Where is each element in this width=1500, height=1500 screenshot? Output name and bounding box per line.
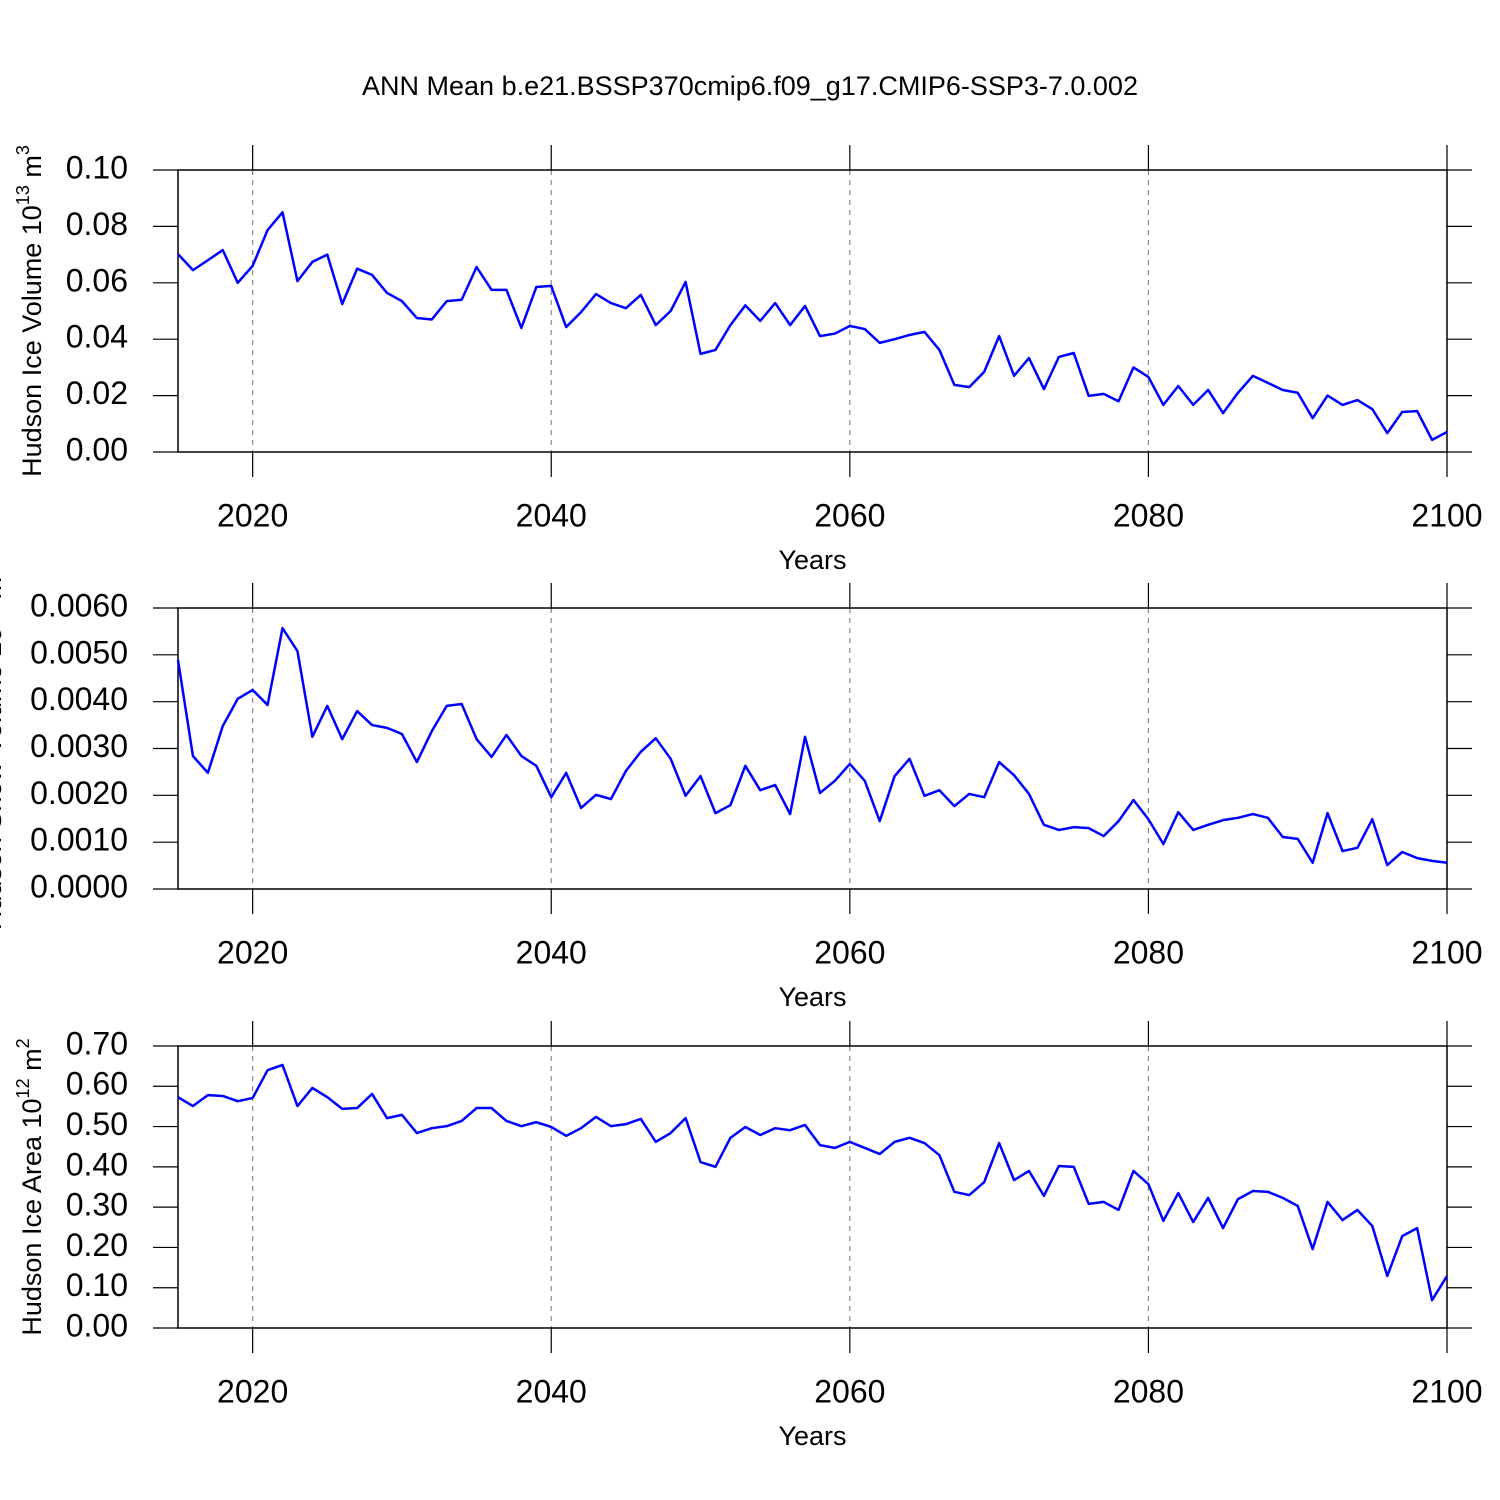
y-tick-label: 0.0030 (30, 728, 128, 764)
y-tick-label: 0.04 (66, 319, 128, 355)
x-tick-label: 2040 (516, 934, 587, 970)
y-tick-label: 0.70 (66, 1025, 128, 1061)
x-tick-label: 2100 (1411, 497, 1482, 533)
y-tick-label: 0.60 (66, 1066, 128, 1102)
plot-frame (177, 1045, 1448, 1329)
y-axis-label: Hudson Ice Volume 1013 m3 (13, 145, 47, 477)
data-line (177, 211, 1448, 442)
y-tick-label: 0.00 (66, 1307, 128, 1343)
x-tick-label: 2020 (217, 1373, 288, 1409)
figure-title: ANN Mean b.e21.BSSP370cmip6.f09_g17.CMIP… (362, 71, 1138, 101)
data-line (176, 626, 1448, 867)
y-axis-label-part: Hudson Snow Volume 10 (0, 627, 7, 930)
x-tick-label: 2060 (814, 497, 885, 533)
x-tick-label: 2020 (217, 497, 288, 533)
y-axis-label-part: 12 (13, 1078, 33, 1098)
x-tick-label: 2040 (516, 497, 587, 533)
y-tick-label: 0.00 (66, 431, 128, 467)
x-tick-label: 2100 (1411, 1373, 1482, 1409)
y-tick-label: 0.10 (66, 1267, 128, 1303)
x-tick-label: 2060 (814, 1373, 885, 1409)
y-axis-label-part: 2 (13, 1038, 33, 1048)
y-tick-label: 0.50 (66, 1106, 128, 1142)
y-tick-label: 0.30 (66, 1187, 128, 1223)
y-tick-label: 0.20 (66, 1227, 128, 1263)
x-axis-label: Years (778, 1421, 846, 1451)
y-tick-label: 0.0040 (30, 681, 128, 717)
y-tick-label: 0.02 (66, 375, 128, 411)
plot-frame (177, 169, 1448, 453)
y-tick-label: 0.08 (66, 206, 128, 242)
y-axis-label-part: m (17, 155, 47, 185)
y-axis-label-part: 13 (13, 185, 33, 205)
y-tick-label: 0.0010 (30, 822, 128, 858)
y-axis-label-part: m (17, 1048, 47, 1078)
x-tick-label: 2080 (1113, 1373, 1184, 1409)
y-tick-label: 0.06 (66, 262, 128, 298)
x-tick-label: 2040 (516, 1373, 587, 1409)
x-tick-label: 2080 (1113, 497, 1184, 533)
y-axis-label-part: Hudson Ice Volume 10 (17, 205, 47, 477)
x-axis-label: Years (778, 982, 846, 1012)
y-tick-label: 0.0020 (30, 775, 128, 811)
y-tick-label: 0.10 (66, 149, 128, 185)
y-axis-label-part: Hudson Ice Area 10 (17, 1098, 47, 1335)
y-tick-label: 0.0060 (30, 587, 128, 623)
y-axis-label: Hudson Ice Area 1012 m2 (13, 1038, 47, 1335)
y-tick-label: 0.0050 (30, 634, 128, 670)
x-axis-label: Years (778, 545, 846, 575)
y-axis-label: Hudson Snow Volume 1013 m3 (0, 567, 7, 930)
y-axis-label-part: 3 (13, 145, 33, 155)
plot-frame (177, 607, 1448, 890)
data-line (177, 1063, 1449, 1302)
y-axis-label-part: m (0, 577, 7, 607)
y-tick-label: 0.40 (66, 1146, 128, 1182)
x-tick-label: 2080 (1113, 934, 1184, 970)
x-tick-label: 2100 (1411, 934, 1482, 970)
y-tick-label: 0.0000 (30, 868, 128, 904)
x-tick-label: 2020 (217, 934, 288, 970)
x-tick-label: 2060 (814, 934, 885, 970)
